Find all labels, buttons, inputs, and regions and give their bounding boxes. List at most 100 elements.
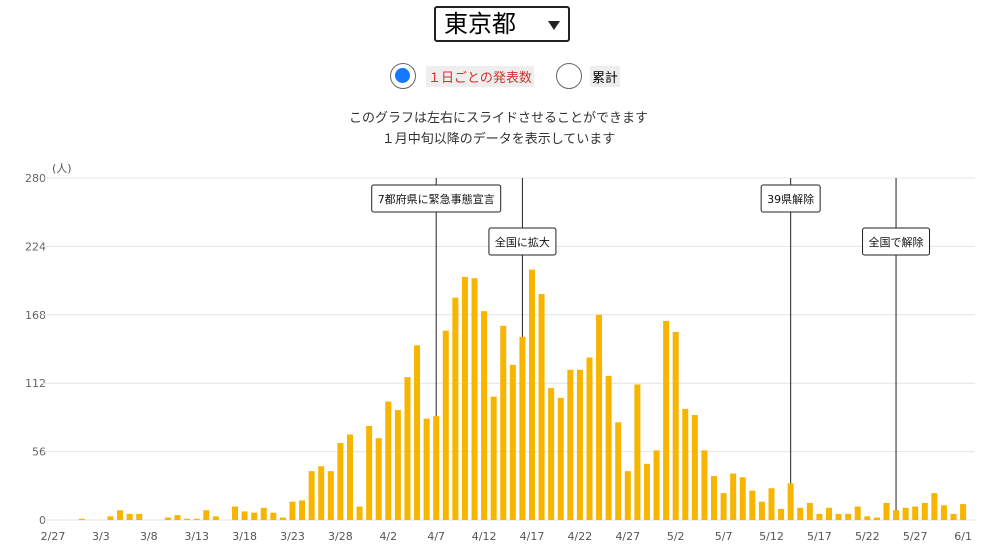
bar [481, 311, 488, 520]
annotation-box [488, 227, 557, 256]
bar [461, 276, 468, 520]
bar [490, 396, 497, 520]
bar [318, 466, 325, 520]
bar [452, 297, 459, 520]
annotation-text: 全国で解除 [869, 235, 924, 249]
bar [385, 401, 392, 520]
bar [730, 473, 737, 520]
y-tick-label: 112 [25, 377, 46, 390]
bar [279, 517, 286, 520]
bar [529, 269, 535, 520]
y-tick-label: 280 [25, 172, 46, 185]
bar [414, 345, 421, 520]
bar [327, 471, 334, 520]
bar [883, 502, 890, 520]
bar [375, 438, 382, 520]
bar [567, 369, 574, 520]
x-tick-label: 5/12 [759, 530, 784, 543]
bar [471, 278, 478, 520]
bar [107, 516, 114, 520]
bar [787, 483, 794, 520]
bar [184, 518, 191, 520]
bar [873, 517, 880, 520]
bar [605, 375, 612, 520]
bar [854, 506, 861, 520]
bar [615, 422, 622, 520]
bar [442, 330, 449, 520]
y-tick-label: 168 [25, 309, 46, 322]
bar [260, 507, 267, 520]
radio-daily[interactable] [390, 63, 416, 89]
bar [519, 336, 526, 520]
bar [806, 502, 813, 520]
x-tick-label: 4/22 [568, 530, 593, 543]
bar [663, 320, 670, 520]
bar [299, 500, 306, 520]
bar [921, 502, 928, 520]
bar [845, 513, 852, 520]
bar [758, 501, 765, 520]
x-tick-label: 6/1 [954, 530, 972, 543]
annotation-text: 全国に拡大 [495, 235, 550, 249]
bar [509, 364, 516, 520]
bar [950, 513, 957, 520]
bar [893, 510, 900, 520]
bar [691, 414, 698, 520]
bar [164, 517, 171, 520]
bar [117, 510, 124, 520]
prefecture-select[interactable]: 東京都 [434, 6, 570, 42]
radio-total[interactable] [556, 63, 582, 89]
bar [653, 450, 660, 520]
bar [366, 425, 373, 520]
annotation-text: 39県解除 [767, 192, 814, 206]
x-tick-label: 3/23 [280, 530, 305, 543]
bar [337, 443, 344, 520]
bar [586, 357, 593, 520]
x-tick-label: 4/12 [472, 530, 497, 543]
bar [270, 512, 277, 520]
radio-total-label[interactable]: 累計 [590, 66, 621, 87]
x-tick-label: 4/17 [520, 530, 545, 543]
annotation: 7都府県に緊急事態宣言 [371, 184, 502, 213]
x-tick-label: 5/22 [855, 530, 880, 543]
x-tick-label: 3/13 [184, 530, 209, 543]
y-tick-label: 224 [25, 240, 46, 253]
bar [912, 506, 919, 520]
bar [960, 504, 967, 520]
bar [720, 493, 727, 520]
bar [126, 513, 133, 520]
radio-daily-label[interactable]: １日ごとの発表数 [426, 66, 534, 87]
x-tick-label: 4/27 [615, 530, 640, 543]
bar [864, 516, 871, 520]
bar [423, 418, 430, 520]
bar [768, 488, 775, 520]
x-tick-label: 4/2 [379, 530, 397, 543]
x-tick-label: 3/18 [232, 530, 257, 543]
bar [797, 507, 804, 520]
bar [682, 408, 689, 520]
x-tick-label: 5/17 [807, 530, 832, 543]
bar [193, 518, 200, 520]
bar [634, 384, 641, 520]
annotation-box [862, 227, 931, 256]
bar [404, 377, 411, 520]
bar [394, 410, 401, 520]
dropdown-arrow [548, 21, 560, 30]
y-tick-label: 56 [32, 446, 46, 459]
bar [78, 518, 85, 520]
x-tick-label: 5/27 [903, 530, 928, 543]
bar [902, 507, 909, 520]
bar [346, 434, 353, 520]
annotation: 39県解除 [760, 184, 821, 213]
bar [136, 513, 143, 520]
bar [643, 463, 650, 520]
bar [289, 501, 296, 520]
annotation: 全国に拡大 [488, 227, 557, 256]
bar [672, 331, 679, 520]
bar [174, 515, 181, 520]
bar [778, 509, 785, 520]
bar [557, 397, 564, 520]
bar [538, 294, 545, 520]
